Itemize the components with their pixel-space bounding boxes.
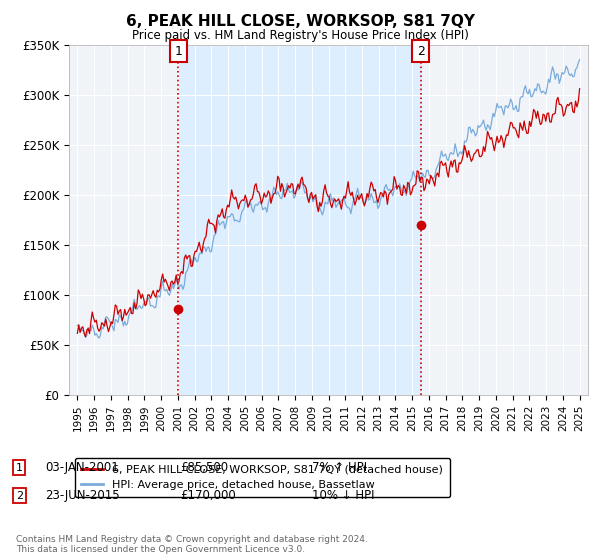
Text: £170,000: £170,000: [180, 489, 236, 502]
Text: 7% ↑ HPI: 7% ↑ HPI: [312, 461, 367, 474]
Text: 1: 1: [175, 45, 182, 58]
Text: 6, PEAK HILL CLOSE, WORKSOP, S81 7QY: 6, PEAK HILL CLOSE, WORKSOP, S81 7QY: [125, 14, 475, 29]
Text: 2: 2: [416, 45, 425, 58]
Text: Price paid vs. HM Land Registry's House Price Index (HPI): Price paid vs. HM Land Registry's House …: [131, 29, 469, 42]
Text: 03-JAN-2001: 03-JAN-2001: [45, 461, 119, 474]
Text: £85,500: £85,500: [180, 461, 228, 474]
Text: 23-JUN-2015: 23-JUN-2015: [45, 489, 119, 502]
Text: 1: 1: [16, 463, 23, 473]
Text: Contains HM Land Registry data © Crown copyright and database right 2024.
This d: Contains HM Land Registry data © Crown c…: [16, 535, 368, 554]
Bar: [178, 45, 421, 395]
Legend: 6, PEAK HILL CLOSE, WORKSOP, S81 7QY (detached house), HPI: Average price, detac: 6, PEAK HILL CLOSE, WORKSOP, S81 7QY (de…: [74, 458, 450, 497]
Text: 2: 2: [16, 491, 23, 501]
Text: 10% ↓ HPI: 10% ↓ HPI: [312, 489, 374, 502]
